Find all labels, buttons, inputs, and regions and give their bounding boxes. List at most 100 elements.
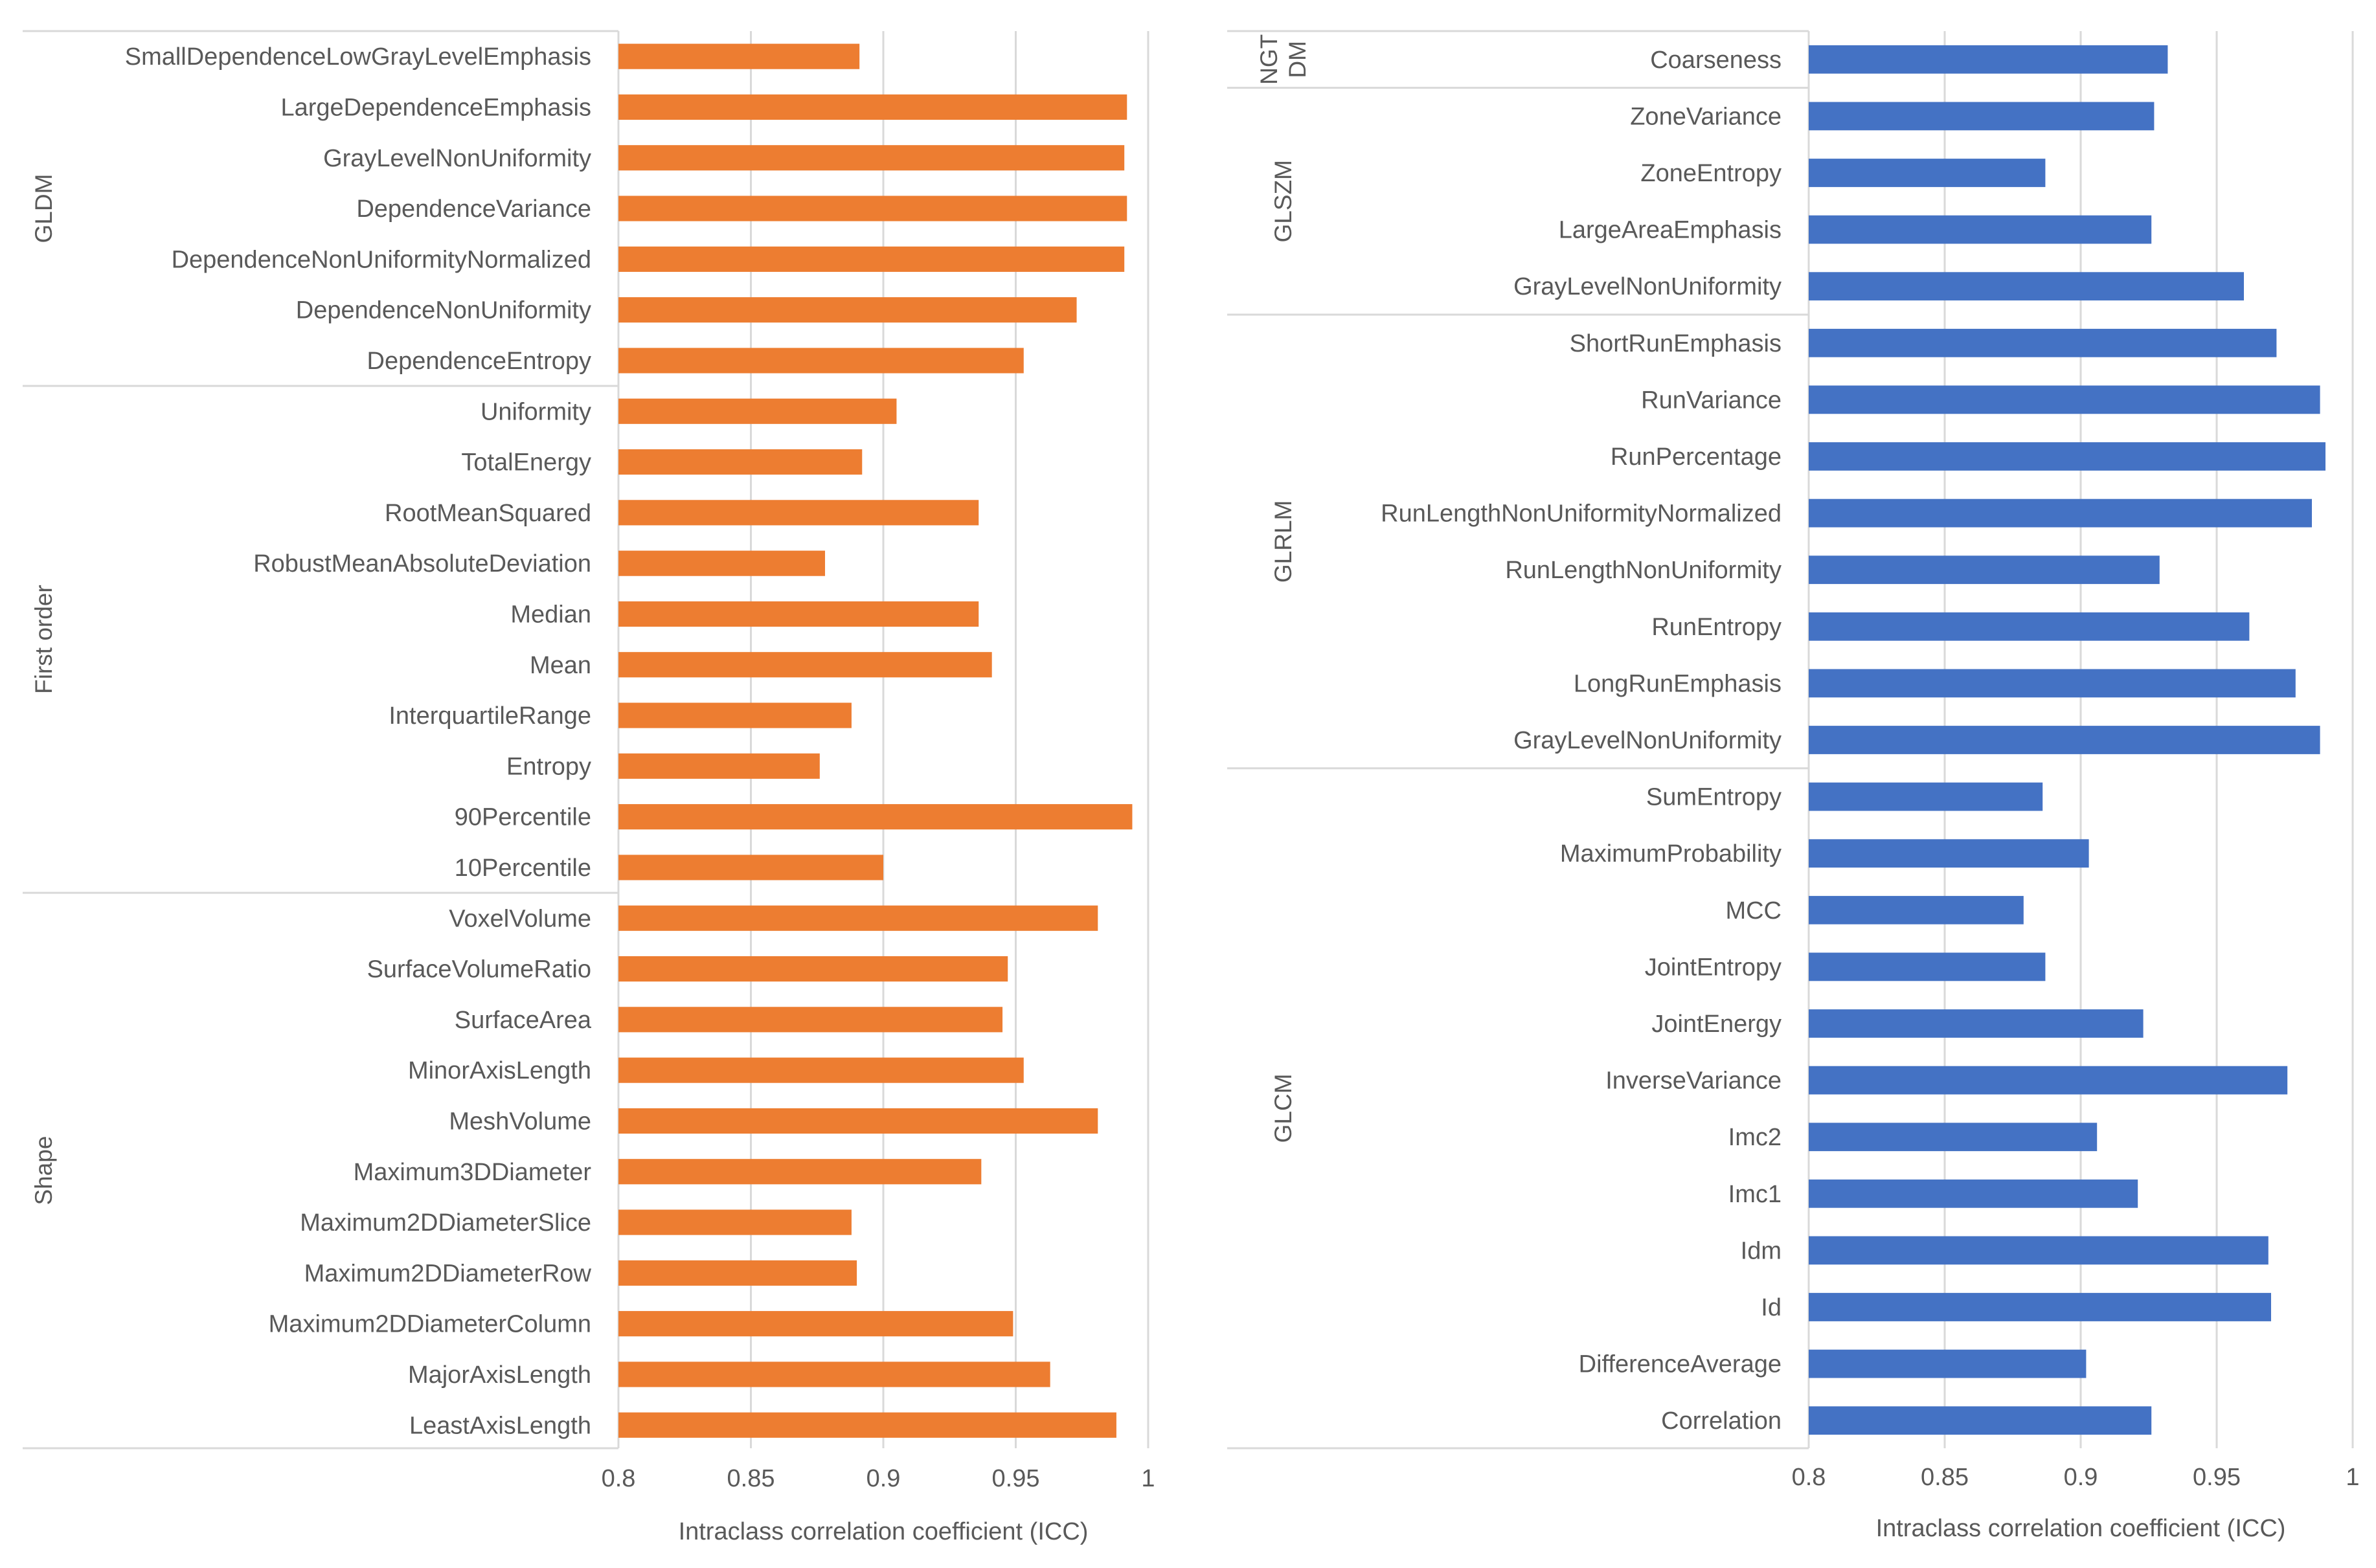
chart-2-x-tick-label: 0.95 [2193, 1464, 2241, 1491]
chart-2-bar [1809, 386, 2320, 414]
chart-2-bar [1809, 442, 2325, 471]
chart-1-x-tick-label: 0.85 [727, 1465, 775, 1492]
chart-1-bar [618, 551, 825, 576]
chart-2-category-label: JointEntropy [1645, 954, 1782, 981]
chart-2-bar [1809, 1009, 2144, 1038]
chart-2-bar [1809, 1293, 2271, 1321]
chart-1-category-label: RobustMeanAbsoluteDeviation [253, 550, 591, 577]
chart-1-bar [618, 804, 1132, 829]
chart-2-group-label-line: GLSZM [1270, 160, 1296, 242]
chart-2-group-label: GLSZM [1270, 160, 1296, 242]
chart-1-x-tick-label: 0.9 [866, 1465, 901, 1492]
chart-2-category-label: LargeAreaEmphasis [1559, 217, 1782, 244]
chart-1-category-label: Uniformity [481, 398, 591, 425]
chart-1-category-label: SmallDependenceLowGrayLevelEmphasis [125, 43, 591, 71]
chart-2-category-label: Correlation [1661, 1407, 1782, 1435]
chart-1-category-label: Maximum2DDiameterSlice [300, 1209, 591, 1237]
chart-1-bar [618, 906, 1098, 931]
chart-2-bar [1809, 896, 2024, 924]
chart-1-category-label: TotalEnergy [461, 449, 591, 476]
chart-2-bar [1809, 839, 2089, 868]
chart-1-bar [618, 1007, 1002, 1032]
chart-2-bar [1809, 1237, 2269, 1265]
chart-2-category-label: Coarseness [1650, 47, 1782, 74]
chart-1-x-tick-label: 0.8 [602, 1465, 636, 1492]
chart-2-bar [1809, 1066, 2287, 1095]
chart-1-category-label: MinorAxisLength [408, 1057, 591, 1084]
chart-2-category-label: Imc1 [1728, 1181, 1782, 1208]
chart-1-category-label: LargeDependenceEmphasis [280, 94, 591, 121]
chart-1-bar [618, 1058, 1024, 1083]
chart-1-category-label: Median [510, 601, 591, 628]
chart-1-group-label: First order [30, 585, 57, 694]
chart-1-category-label: Entropy [506, 753, 591, 780]
chart-2-bar [1809, 783, 2042, 811]
chart-1-bar [618, 297, 1077, 322]
chart-1-group-label-line: GLDM [30, 174, 57, 243]
chart-2-bar [1809, 1350, 2086, 1378]
chart-2-category-label: GrayLevelNonUniformity [1513, 273, 1782, 300]
chart-2-category-label: RunPercentage [1611, 443, 1782, 471]
chart-2-group-label-line: NGT [1256, 34, 1282, 85]
chart-2-category-label: RunLengthNonUniformity [1505, 557, 1782, 584]
chart-2-bar [1809, 159, 2045, 187]
chart-1-group-label: Shape [30, 1136, 57, 1205]
chart-1-x-tick-label: 1 [1141, 1465, 1155, 1492]
chart-1-group-label: GLDM [30, 174, 57, 243]
chart-2-group-label: NGTDM [1256, 34, 1311, 85]
chart-2-bar [1809, 612, 2249, 641]
chart-1-category-label: Maximum3DDiameter [354, 1159, 592, 1186]
chart-2-category-label: RunEntropy [1651, 614, 1782, 641]
chart-2-category-label: SumEntropy [1646, 784, 1782, 811]
chart-2-group-label-line: GLRLM [1270, 500, 1296, 583]
chart-1-category-label: Mean [530, 652, 591, 679]
chart-1-category-label: LeastAxisLength [409, 1412, 591, 1439]
chart-2-bar [1809, 329, 2276, 357]
chart-2-bar [1809, 953, 2045, 981]
chart-1-category-label: InterquartileRange [389, 702, 591, 730]
chart-2-bar [1809, 726, 2320, 754]
chart-2-bar [1809, 1406, 2151, 1435]
chart-1-category-label: Maximum2DDiameterRow [304, 1260, 592, 1287]
chart-2-category-label: RunLengthNonUniformityNormalized [1381, 500, 1782, 528]
chart-2-category-label: MCC [1725, 897, 1782, 924]
chart-2-category-label: RunVariance [1641, 386, 1782, 414]
chart-2-group-label: GLRLM [1270, 500, 1296, 583]
chart-1-bar [618, 145, 1124, 170]
chart-2-category-label: ZoneVariance [1630, 103, 1782, 130]
chart-1-bar [618, 1108, 1098, 1134]
chart-1-bar [618, 601, 979, 627]
chart-2-x-tick-label: 0.85 [1921, 1464, 1969, 1491]
chart-1-group-label-line: First order [30, 585, 57, 694]
chart-1-category-label: 10Percentile [455, 855, 591, 882]
chart-2-bar [1809, 1180, 2138, 1208]
chart-1-group-label-line: Shape [30, 1136, 57, 1205]
chart-2-bar [1809, 499, 2312, 528]
chart-1-bar [618, 1361, 1050, 1387]
chart-2-category-label: GrayLevelNonUniformity [1513, 727, 1782, 754]
chart-1-bar [618, 652, 992, 677]
chart-2-category-label: ZoneEntropy [1640, 160, 1782, 187]
chart-2-category-label: LongRunEmphasis [1574, 670, 1782, 697]
chart-2-group-label: GLCM [1270, 1073, 1296, 1143]
chart-2-category-label: JointEnergy [1651, 1011, 1782, 1038]
chart-2-bar [1809, 669, 2296, 698]
chart-2-x-axis-title: Intraclass correlation coefficient (ICC) [1876, 1515, 2286, 1542]
chart-1-x-axis-title: Intraclass correlation coefficient (ICC) [679, 1518, 1089, 1545]
chart-2-x-tick-label: 0.8 [1792, 1464, 1826, 1491]
chart-1-category-label: GrayLevelNonUniformity [323, 145, 591, 172]
chart-2-category-label: DifferenceAverage [1579, 1351, 1782, 1378]
chart-1-bar [618, 1209, 852, 1235]
chart-1-category-label: 90Percentile [455, 804, 591, 831]
chart-1-bar [618, 1311, 1013, 1336]
chart-1-category-label: RootMeanSquared [385, 500, 591, 527]
chart-2-group-label-line: GLCM [1270, 1073, 1296, 1143]
chart-1-category-label: SurfaceArea [455, 1007, 592, 1034]
chart-1-category-label: MeshVolume [449, 1108, 591, 1135]
chart-2-bar [1809, 555, 2160, 584]
chart-1-bar [618, 44, 859, 69]
chart-1-bar [618, 754, 820, 779]
chart-1-bar [618, 1413, 1116, 1438]
